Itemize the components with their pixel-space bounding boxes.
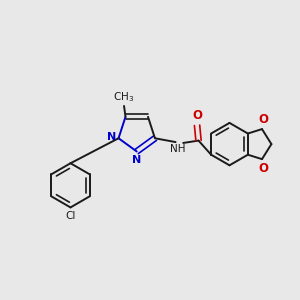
Text: CH$_3$: CH$_3$ bbox=[113, 91, 135, 104]
Text: O: O bbox=[192, 109, 202, 122]
Text: N: N bbox=[107, 132, 116, 142]
Text: Cl: Cl bbox=[65, 211, 76, 221]
Text: O: O bbox=[259, 113, 269, 126]
Text: NH: NH bbox=[170, 144, 186, 154]
Text: N: N bbox=[132, 155, 141, 165]
Text: O: O bbox=[259, 162, 269, 175]
